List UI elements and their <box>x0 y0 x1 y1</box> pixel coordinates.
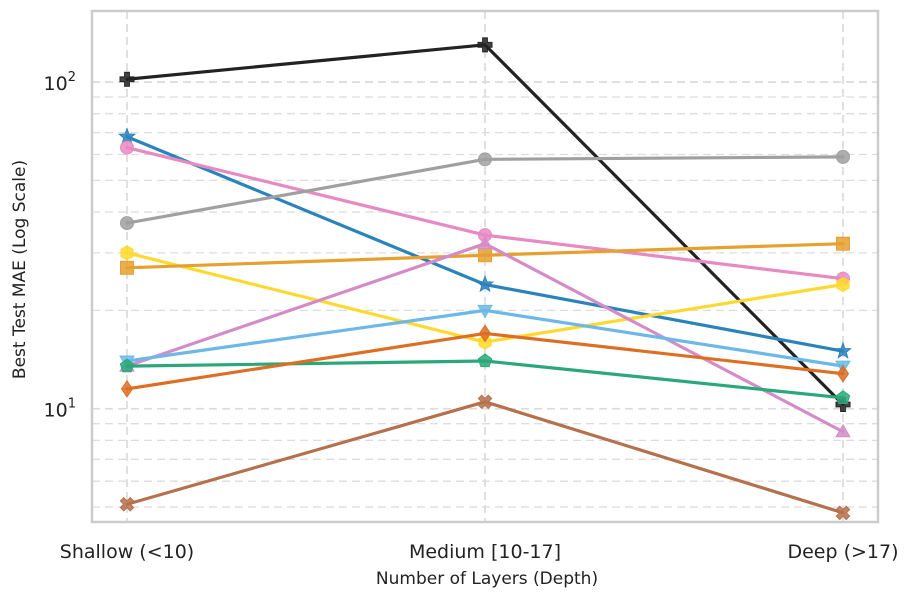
y-axis-title: Best Test MAE (Log Scale) <box>10 160 30 379</box>
data-point <box>477 394 493 410</box>
x-tick-label: Deep (>17) <box>787 541 898 563</box>
data-point <box>834 341 852 359</box>
data-point <box>120 140 134 155</box>
x-tick-label: Shallow (<10) <box>60 541 194 563</box>
series-layer <box>118 37 852 521</box>
x-tick-label: Medium [10-17] <box>409 541 561 563</box>
data-point <box>835 390 851 404</box>
data-point <box>118 127 136 145</box>
data-point <box>477 304 493 319</box>
plot-frame <box>90 9 880 524</box>
data-point <box>477 353 493 368</box>
data-point <box>836 364 850 383</box>
data-point <box>119 71 135 87</box>
data-point <box>478 248 492 263</box>
data-point <box>476 275 494 293</box>
series-gray <box>120 149 850 231</box>
data-point <box>836 149 850 164</box>
data-point <box>120 216 134 231</box>
series-blue <box>118 127 852 359</box>
series-pink <box>120 140 850 286</box>
data-point <box>119 358 135 373</box>
data-point <box>119 496 135 512</box>
data-point <box>478 152 492 167</box>
data-point <box>477 37 493 53</box>
x-axis-title: Number of Layers (Depth) <box>376 569 598 589</box>
data-point <box>120 380 134 398</box>
data-point <box>836 236 850 251</box>
series-orange <box>120 236 850 275</box>
y-tick-label: 101 <box>44 397 76 422</box>
data-point <box>478 324 492 343</box>
series-brown <box>119 394 851 521</box>
data-point <box>477 235 493 250</box>
data-point <box>836 276 850 293</box>
data-point <box>835 505 851 521</box>
y-tick-label: 102 <box>44 70 76 95</box>
y-tick-labels: 101 102 <box>44 70 76 422</box>
data-point <box>120 245 134 261</box>
data-point <box>835 423 851 438</box>
x-tick-labels: Shallow (<10) Medium [10-17] Deep (>17) <box>60 541 899 563</box>
data-point <box>120 260 134 275</box>
series-darkorange <box>120 324 850 398</box>
grid <box>92 11 878 522</box>
series-green <box>119 353 851 404</box>
